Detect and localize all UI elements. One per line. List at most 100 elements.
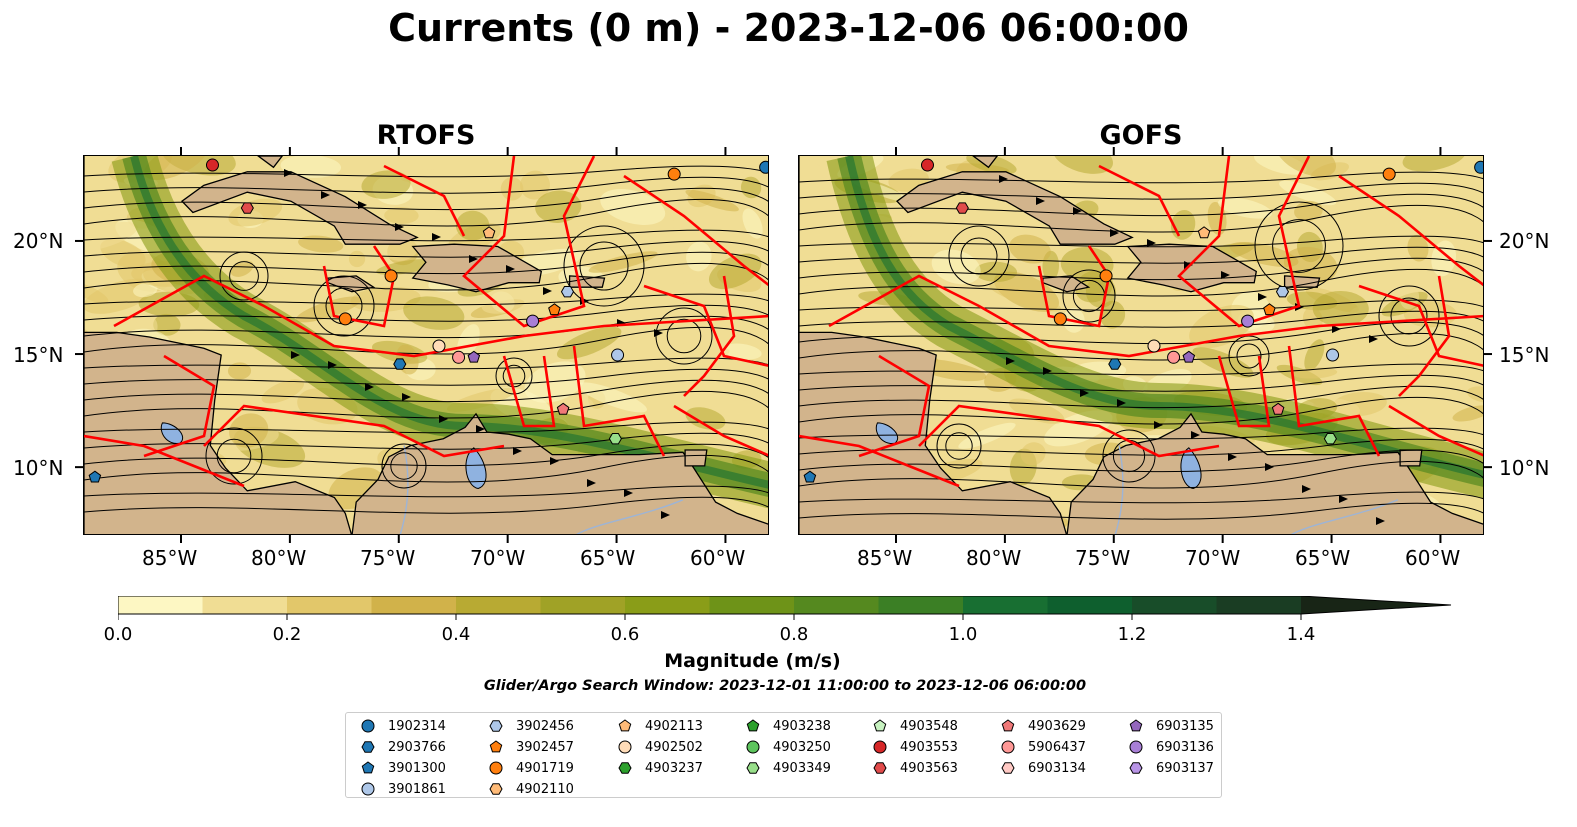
legend-item: 4903349 [745,758,831,778]
colorbar-segment [794,596,879,614]
float-marker-4901719 [1382,167,1396,181]
float-marker-4901719 [667,167,681,181]
legend-label: 6903135 [1156,718,1214,734]
float-marker-4903349 [1323,433,1337,445]
float-marker-4901719 [338,312,352,326]
legend-item: 6903134 [1000,758,1086,778]
float-markers [88,158,768,483]
landmass [1066,412,1483,534]
float-marker-3902456 [1275,286,1290,298]
legend-label: 4903238 [773,718,831,734]
float-marker-6903136 [526,314,540,328]
colorbar-tick-1: 0.2 [272,624,302,645]
lakes [875,422,1202,490]
lake-maracaibo [465,447,487,490]
colorbar-tick-2: 0.4 [441,624,471,645]
legend-label: 4902113 [645,718,703,734]
colorbar-segment [625,596,710,614]
landmass [896,171,1134,245]
lon-label-75w-rtofs: 75°W [360,546,416,570]
float-marker-3901300 [803,470,817,483]
legend-marker-pentagon-icon [1129,719,1143,732]
legend-label: 4901719 [516,760,574,776]
colorbar-segment [878,596,964,614]
legend-marker-hexagon-icon [1129,762,1143,774]
legend-item: 1902314 [360,716,446,736]
streamlines [84,165,768,519]
landmass [799,156,1067,534]
land [799,156,1483,534]
float-marker-4903553 [205,158,219,172]
lat-label-15n-left: 15°N [13,343,64,367]
lon-label-60w-gofs: 60°W [1405,546,1461,570]
float-marker-3902457 [1263,303,1276,316]
float-marker-4902113 [482,226,496,239]
float-marker-1902314 [1474,160,1483,174]
colorbar-segment [371,596,457,614]
float-marker-4903629 [1271,402,1285,415]
map-rtofs [83,155,769,535]
legend-item: 3902457 [488,737,574,757]
figure-title: Currents (0 m) - 2023-12-06 06:00:00 [388,6,1189,50]
float-marker-4902113 [1197,226,1211,239]
legend-marker-circle-icon [746,740,760,754]
float-marker-4903629 [556,402,570,415]
legend-item: 2903766 [360,737,446,757]
legend-item: 4903238 [745,716,831,736]
legend-item: 4903553 [872,737,958,757]
legend-label: 3901300 [388,760,446,776]
colorbar-tick-4: 0.8 [779,624,809,645]
search-window-note: Glider/Argo Search Window: 2023-12-01 11… [483,678,1087,694]
river [1114,445,1124,534]
legend-label: 4903250 [773,739,831,755]
lon-label-70w-rtofs: 70°W [470,546,526,570]
colorbar-extend-arrow [1301,596,1451,614]
colorbar-segment [709,596,795,614]
float-marker-3901861 [1326,348,1340,362]
legend-label: 5906437 [1028,739,1086,755]
float-marker-6903135 [1182,350,1196,363]
lon-label-85w-gofs: 85°W [857,546,913,570]
legend-item: 6903135 [1128,716,1214,736]
legend-marker-pentagon-icon [489,740,503,753]
legend-marker-circle-icon [1001,740,1015,754]
legend-marker-pentagon-icon [746,719,760,732]
legend-label: 4902110 [516,781,574,797]
lon-label-80w-rtofs: 80°W [251,546,307,570]
float-marker-6903136 [1241,314,1255,328]
lat-label-20n-left: 20°N [13,229,64,253]
legend-marker-circle-icon [873,740,887,754]
lat-label-10n-left: 10°N [13,456,64,480]
float-marker-5906437 [1167,350,1181,364]
legend-marker-hexagon-icon [873,762,887,774]
legend-label: 6903136 [1156,739,1214,755]
legend-marker-hexagon-icon [489,783,503,795]
legend-label: 4903563 [900,760,958,776]
legend-marker-pentagon-icon [361,761,375,774]
river [1291,499,1399,534]
legend-marker-pentagon-icon [618,719,632,732]
legend-label: 4903349 [773,760,831,776]
lon-label-65w-gofs: 65°W [1295,546,1351,570]
float-marker-3901300 [88,470,102,483]
colorbar-outline [117,595,1452,615]
legend-marker-circle-icon [361,719,375,733]
legend-label: 3901861 [388,781,446,797]
legend-item: 4903548 [872,716,958,736]
float-marker-4903349 [608,433,622,445]
lon-label-60w-rtofs: 60°W [690,546,746,570]
legend-label: 1902314 [388,718,446,734]
colorbar-segment [456,596,541,614]
float-marker-4901719 [1099,269,1113,283]
landmass [972,156,999,169]
colorbar-segment [202,596,288,614]
legend-label: 4903237 [645,760,703,776]
lon-label-80w-gofs: 80°W [966,546,1022,570]
colorbar-segment [963,596,1048,614]
legend-item: 4903237 [617,758,703,778]
legend-item: 4901719 [488,758,574,778]
lat-label-15n-right: 15°N [1499,343,1550,367]
legend-item: 4902110 [488,779,574,799]
legend-marker-hexagon-icon [746,762,760,774]
legend-marker-pentagon-icon [1001,719,1015,732]
